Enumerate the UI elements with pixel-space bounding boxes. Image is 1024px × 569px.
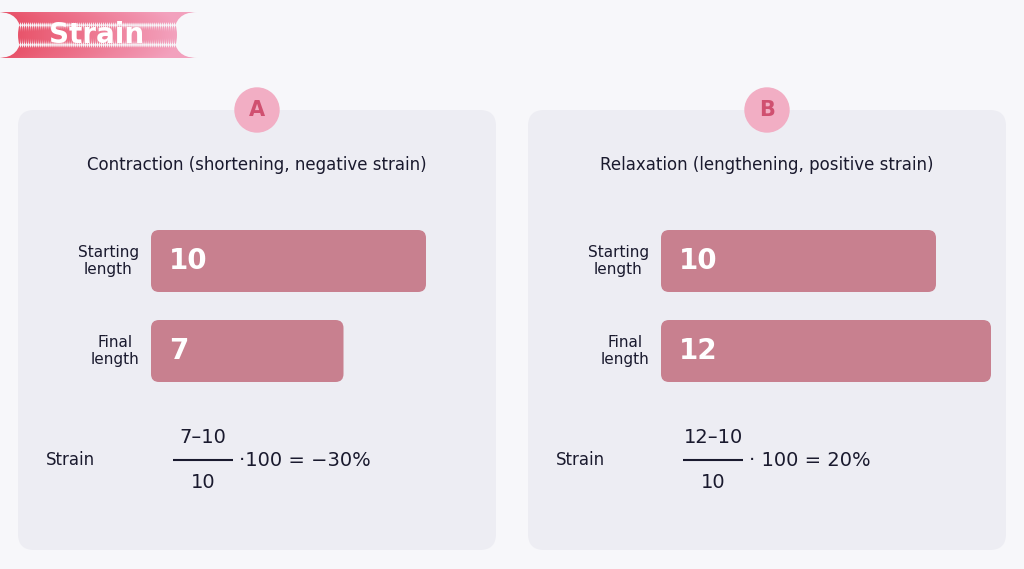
FancyBboxPatch shape [57,12,100,58]
FancyBboxPatch shape [18,110,496,550]
FancyBboxPatch shape [40,12,83,58]
FancyBboxPatch shape [126,12,169,58]
FancyBboxPatch shape [113,12,156,58]
Text: Final
length: Final length [600,335,649,367]
FancyBboxPatch shape [134,12,177,58]
FancyBboxPatch shape [30,12,73,58]
Text: Relaxation (lengthening, positive strain): Relaxation (lengthening, positive strain… [600,156,934,174]
FancyBboxPatch shape [662,230,936,292]
FancyBboxPatch shape [59,12,102,58]
FancyBboxPatch shape [128,12,171,58]
FancyBboxPatch shape [138,12,181,58]
FancyBboxPatch shape [79,12,122,58]
FancyBboxPatch shape [528,110,1006,550]
FancyBboxPatch shape [100,12,143,58]
FancyBboxPatch shape [8,12,51,58]
FancyBboxPatch shape [0,12,41,58]
FancyBboxPatch shape [115,12,158,58]
Text: Starting
length: Starting length [78,245,139,277]
FancyBboxPatch shape [75,12,118,58]
FancyBboxPatch shape [140,12,183,58]
FancyBboxPatch shape [66,12,109,58]
FancyBboxPatch shape [132,12,175,58]
FancyBboxPatch shape [4,12,47,58]
FancyBboxPatch shape [91,12,134,58]
Text: 10: 10 [190,473,215,492]
Text: B: B [759,100,775,120]
FancyBboxPatch shape [93,12,136,58]
FancyBboxPatch shape [109,12,152,58]
FancyBboxPatch shape [136,12,179,58]
Text: ·100 = −30%: ·100 = −30% [239,451,371,469]
FancyBboxPatch shape [26,12,69,58]
FancyBboxPatch shape [98,12,141,58]
Circle shape [745,88,790,132]
FancyBboxPatch shape [55,12,98,58]
FancyBboxPatch shape [102,12,145,58]
FancyBboxPatch shape [12,12,55,58]
Text: 7: 7 [169,337,188,365]
FancyBboxPatch shape [146,12,189,58]
Text: 10: 10 [679,247,718,275]
FancyBboxPatch shape [154,12,197,58]
FancyBboxPatch shape [89,12,132,58]
FancyBboxPatch shape [63,12,106,58]
FancyBboxPatch shape [71,12,114,58]
Text: · 100 = 20%: · 100 = 20% [749,451,870,469]
FancyBboxPatch shape [124,12,167,58]
Text: 10: 10 [169,247,208,275]
FancyBboxPatch shape [24,12,67,58]
FancyBboxPatch shape [61,12,104,58]
FancyBboxPatch shape [152,12,195,58]
Text: Strain: Strain [556,451,605,469]
FancyBboxPatch shape [28,12,71,58]
FancyBboxPatch shape [151,230,426,292]
FancyBboxPatch shape [2,12,45,58]
Text: Final
length: Final length [90,335,139,367]
FancyBboxPatch shape [22,12,65,58]
FancyBboxPatch shape [13,12,56,58]
Text: 12: 12 [679,337,718,365]
Circle shape [234,88,279,132]
FancyBboxPatch shape [148,12,191,58]
Text: Contraction (shortening, negative strain): Contraction (shortening, negative strain… [87,156,427,174]
FancyBboxPatch shape [49,12,92,58]
Text: Strain: Strain [46,451,95,469]
Text: 12–10: 12–10 [683,428,742,447]
FancyBboxPatch shape [10,12,53,58]
FancyBboxPatch shape [117,12,160,58]
FancyBboxPatch shape [77,12,120,58]
Text: 10: 10 [700,473,725,492]
FancyBboxPatch shape [73,12,116,58]
FancyBboxPatch shape [83,12,126,58]
FancyBboxPatch shape [34,12,77,58]
FancyBboxPatch shape [87,12,130,58]
FancyBboxPatch shape [19,12,62,58]
FancyBboxPatch shape [45,12,88,58]
FancyBboxPatch shape [119,12,162,58]
FancyBboxPatch shape [81,12,124,58]
FancyBboxPatch shape [121,12,164,58]
FancyBboxPatch shape [104,12,147,58]
FancyBboxPatch shape [123,12,166,58]
FancyBboxPatch shape [662,320,991,382]
FancyBboxPatch shape [32,12,75,58]
FancyBboxPatch shape [15,12,58,58]
Text: A: A [249,100,265,120]
FancyBboxPatch shape [47,12,90,58]
Text: Strain: Strain [49,21,144,49]
FancyBboxPatch shape [43,12,86,58]
FancyBboxPatch shape [96,12,139,58]
FancyBboxPatch shape [53,12,96,58]
FancyBboxPatch shape [0,12,43,58]
FancyBboxPatch shape [144,12,187,58]
FancyBboxPatch shape [106,12,150,58]
FancyBboxPatch shape [17,12,60,58]
FancyBboxPatch shape [95,12,138,58]
Text: 7–10: 7–10 [179,428,226,447]
FancyBboxPatch shape [38,12,81,58]
Text: Starting
length: Starting length [588,245,649,277]
FancyBboxPatch shape [6,12,49,58]
FancyBboxPatch shape [111,12,154,58]
